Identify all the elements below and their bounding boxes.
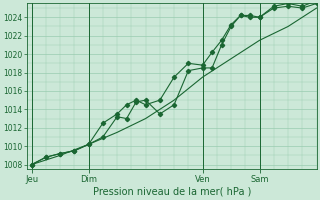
X-axis label: Pression niveau de la mer( hPa ): Pression niveau de la mer( hPa ) [92, 187, 251, 197]
